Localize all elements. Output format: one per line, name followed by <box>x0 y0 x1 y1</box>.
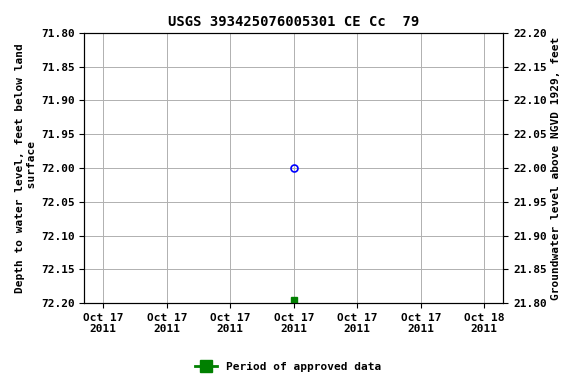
Title: USGS 393425076005301 CE Cc  79: USGS 393425076005301 CE Cc 79 <box>168 15 419 29</box>
Y-axis label: Depth to water level, feet below land
 surface: Depth to water level, feet below land su… <box>15 43 37 293</box>
Y-axis label: Groundwater level above NGVD 1929, feet: Groundwater level above NGVD 1929, feet <box>551 36 561 300</box>
Legend: Period of approved data: Period of approved data <box>191 358 385 377</box>
